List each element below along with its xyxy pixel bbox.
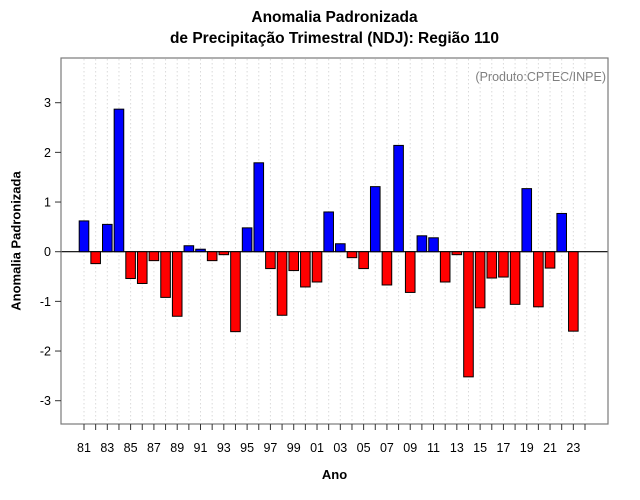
- bar-2013: [451, 251, 463, 256]
- bar-2011: [428, 237, 439, 253]
- x-tick-label: 07: [380, 441, 394, 455]
- bar-1997: [265, 251, 276, 270]
- plot-frame: [60, 57, 609, 425]
- x-tick-label: 99: [287, 441, 301, 455]
- bar-2023: [568, 251, 579, 332]
- x-tick-label: 13: [450, 441, 464, 455]
- y-tick-label: 3: [44, 96, 51, 110]
- bar-2005: [358, 251, 369, 270]
- bar-2019: [521, 188, 533, 253]
- y-tick-label: 2: [44, 146, 51, 160]
- bar-1981: [78, 220, 90, 253]
- bar-2001: [311, 251, 323, 283]
- x-tick-label: 85: [124, 441, 138, 455]
- x-tick-label: 05: [357, 441, 371, 455]
- bar-1996: [253, 162, 265, 253]
- chart-title: Anomalia Padronizada de Precipitação Tri…: [61, 7, 608, 49]
- x-tick-label: 91: [194, 441, 208, 455]
- bar-1993: [218, 251, 230, 256]
- bar-2010: [416, 235, 428, 253]
- x-tick-label: 93: [217, 441, 231, 455]
- bar-2020: [533, 251, 544, 308]
- x-tick-label: 21: [543, 441, 557, 455]
- bar-2015: [474, 251, 486, 309]
- x-tick-label: 83: [100, 441, 114, 455]
- chart-title-line2: de Precipitação Trimestral (NDJ): Região…: [169, 30, 500, 47]
- bar-1987: [148, 251, 160, 262]
- x-tick-label: 15: [473, 441, 487, 455]
- bar-1986: [136, 251, 148, 284]
- chart-title-line1: Anomalia Padronizada: [251, 9, 418, 26]
- bar-2002: [323, 211, 334, 253]
- bar-2012: [439, 251, 451, 283]
- x-tick-label: 17: [496, 441, 510, 455]
- x-tick-label: 23: [566, 441, 580, 455]
- y-tick-label: 0: [44, 245, 51, 259]
- bar-1989: [171, 251, 183, 317]
- bar-1988: [160, 251, 171, 298]
- bar-2022: [556, 212, 567, 253]
- y-tick-label: -3: [40, 394, 51, 408]
- bar-1998: [276, 251, 288, 316]
- bar-1983: [102, 223, 113, 253]
- x-tick-label: 89: [170, 441, 184, 455]
- bar-1994: [230, 251, 241, 333]
- bar-1991: [195, 248, 206, 253]
- bar-2008: [393, 144, 404, 253]
- y-tick-label: -1: [40, 295, 51, 309]
- x-tick-label: 01: [310, 441, 324, 455]
- bar-2009: [404, 251, 416, 293]
- bar-2000: [300, 251, 311, 288]
- bar-2017: [498, 251, 509, 278]
- x-tick-label: 81: [77, 441, 91, 455]
- x-tick-label: 11: [427, 441, 440, 455]
- bar-2004: [346, 251, 358, 259]
- bar-2021: [544, 251, 556, 269]
- bar-1982: [90, 251, 101, 265]
- x-tick-label: 97: [263, 441, 277, 455]
- bar-2006: [369, 186, 381, 253]
- bar-1999: [288, 251, 300, 272]
- bar-1995: [241, 227, 253, 253]
- bar-1990: [183, 245, 195, 253]
- y-tick-label: -2: [40, 345, 51, 359]
- y-tick-label: 1: [44, 196, 51, 210]
- x-tick-label: 09: [403, 441, 417, 455]
- x-tick-label: 95: [240, 441, 254, 455]
- bar-2014: [463, 251, 474, 378]
- bar-1984: [113, 108, 125, 253]
- x-tick-label: 19: [520, 441, 534, 455]
- bar-2016: [486, 251, 498, 279]
- bar-1985: [125, 251, 136, 280]
- bar-2003: [335, 243, 346, 253]
- bar-2007: [381, 251, 393, 286]
- x-tick-label: 87: [147, 441, 161, 455]
- bar-1992: [206, 251, 218, 262]
- x-axis-title: Ano: [321, 467, 348, 482]
- x-tick-label: 03: [333, 441, 347, 455]
- bar-2018: [509, 251, 521, 305]
